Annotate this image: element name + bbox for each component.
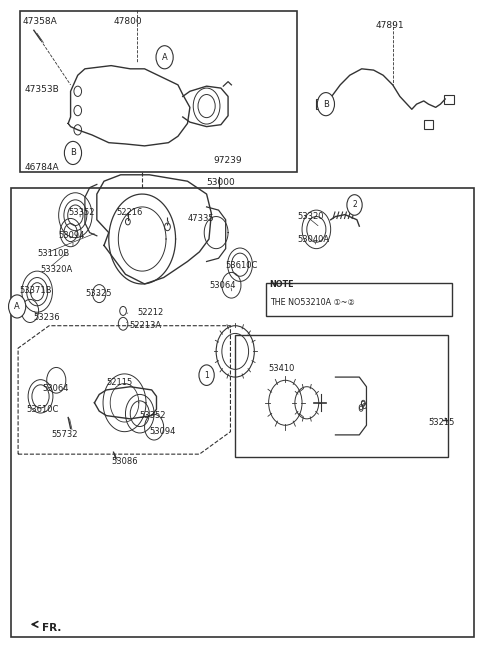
Bar <box>266 283 452 316</box>
Text: 52115: 52115 <box>107 379 132 388</box>
Text: 47353B: 47353B <box>24 85 59 94</box>
Text: A: A <box>14 302 20 311</box>
Text: 53040A: 53040A <box>297 235 329 244</box>
Text: 55732: 55732 <box>51 430 78 439</box>
Text: 53410: 53410 <box>269 364 295 373</box>
Text: 47891: 47891 <box>376 21 405 30</box>
Bar <box>235 335 447 457</box>
Text: 47800: 47800 <box>114 17 142 26</box>
Text: 52213A: 52213A <box>129 321 161 330</box>
Text: THE NO53210A ①~②: THE NO53210A ①~② <box>270 298 354 307</box>
Text: 47335: 47335 <box>188 214 214 223</box>
Text: 53086: 53086 <box>111 457 138 466</box>
Text: 53320: 53320 <box>297 212 324 221</box>
Text: 53064: 53064 <box>42 384 69 393</box>
Text: NOTE: NOTE <box>270 280 294 289</box>
Text: A: A <box>162 53 168 62</box>
Circle shape <box>347 195 362 215</box>
Text: B: B <box>323 99 329 108</box>
Text: 52216: 52216 <box>116 208 142 217</box>
Text: FR.: FR. <box>42 622 61 633</box>
Bar <box>444 95 454 104</box>
Text: 53325: 53325 <box>85 289 111 298</box>
Bar <box>11 188 474 637</box>
Circle shape <box>317 93 335 115</box>
Text: 53371B: 53371B <box>20 286 52 295</box>
Text: 53110B: 53110B <box>37 248 70 257</box>
Text: 97239: 97239 <box>214 155 242 164</box>
Text: 53094: 53094 <box>149 426 176 435</box>
Circle shape <box>64 141 82 164</box>
Text: 53610C: 53610C <box>26 404 59 413</box>
Text: 53215: 53215 <box>429 417 455 426</box>
Text: 53000: 53000 <box>206 178 235 187</box>
Bar <box>21 11 297 172</box>
Text: 52212: 52212 <box>137 308 164 317</box>
Circle shape <box>9 295 26 318</box>
Text: 53352: 53352 <box>68 208 95 217</box>
Bar <box>424 119 433 128</box>
Text: 2: 2 <box>352 201 357 210</box>
Text: 53064: 53064 <box>209 281 236 290</box>
Text: 53094: 53094 <box>59 232 85 241</box>
Text: 1: 1 <box>204 371 209 380</box>
Text: 53352: 53352 <box>140 411 166 420</box>
Text: 53610C: 53610C <box>226 261 258 270</box>
Circle shape <box>156 46 173 69</box>
Text: 53320A: 53320A <box>40 264 73 273</box>
Bar <box>316 99 327 109</box>
Text: 46784A: 46784A <box>24 163 59 172</box>
Text: 53236: 53236 <box>33 313 60 322</box>
Text: 47358A: 47358A <box>23 17 58 26</box>
Circle shape <box>199 365 214 386</box>
Text: B: B <box>70 148 76 157</box>
